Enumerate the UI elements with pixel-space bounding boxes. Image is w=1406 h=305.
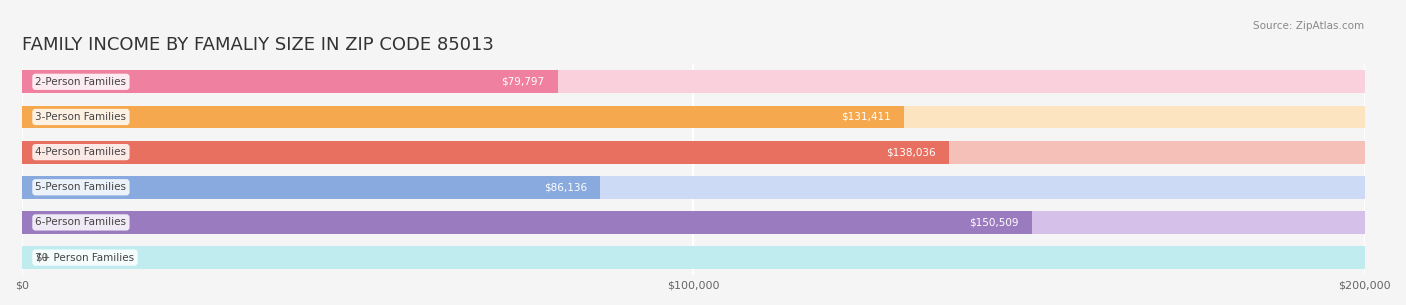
- Bar: [22, 141, 1365, 163]
- Text: 3-Person Families: 3-Person Families: [35, 112, 127, 122]
- Bar: [22, 176, 1365, 199]
- Text: 5-Person Families: 5-Person Families: [35, 182, 127, 192]
- Text: $150,509: $150,509: [970, 217, 1019, 228]
- Text: 4-Person Families: 4-Person Families: [35, 147, 127, 157]
- Bar: [22, 211, 1365, 234]
- Text: $86,136: $86,136: [544, 182, 586, 192]
- Bar: [22, 246, 1365, 269]
- Text: $79,797: $79,797: [501, 77, 544, 87]
- Bar: [22, 141, 949, 163]
- Text: 7+ Person Families: 7+ Person Families: [35, 253, 135, 263]
- Text: FAMILY INCOME BY FAMALIY SIZE IN ZIP CODE 85013: FAMILY INCOME BY FAMALIY SIZE IN ZIP COD…: [22, 36, 494, 54]
- Bar: [22, 70, 558, 93]
- Bar: [22, 176, 600, 199]
- Text: 2-Person Families: 2-Person Families: [35, 77, 127, 87]
- Text: $131,411: $131,411: [841, 112, 891, 122]
- Text: $0: $0: [35, 253, 49, 263]
- Text: Source: ZipAtlas.com: Source: ZipAtlas.com: [1253, 21, 1364, 31]
- Bar: [22, 211, 1032, 234]
- Bar: [22, 106, 904, 128]
- Text: $138,036: $138,036: [886, 147, 935, 157]
- Bar: [22, 70, 1365, 93]
- Bar: [22, 106, 1365, 128]
- Text: 6-Person Families: 6-Person Families: [35, 217, 127, 228]
